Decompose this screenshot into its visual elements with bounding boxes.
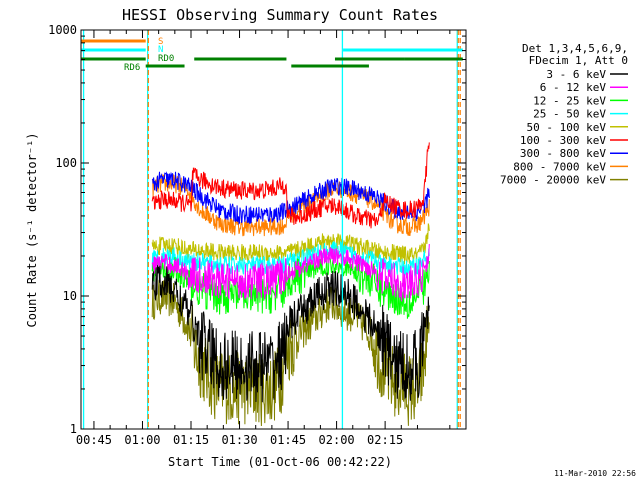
y-axis-label: Count Rate (s⁻¹ detector⁻¹) xyxy=(25,132,39,327)
legend-label: 7000 - 20000 keV xyxy=(500,174,606,187)
legend-header-line-1: Det 1,3,4,5,6,9, xyxy=(522,42,628,55)
series-line-100-300kev xyxy=(151,142,430,229)
x-tick-label: 01:45 xyxy=(270,433,306,447)
series-line-3-6kev xyxy=(151,265,430,403)
axes: 00:45 01:00 01:15 01:30 01:45 02:00 02:15 1 10 10… xyxy=(48,23,466,447)
y-tick-label: 1 xyxy=(70,422,77,436)
legend-label: 300 - 800 keV xyxy=(520,147,606,160)
series-line-50-100kev xyxy=(151,223,430,265)
legend-label: 100 - 300 keV xyxy=(520,134,606,147)
legend-label: 12 - 25 keV xyxy=(533,94,606,107)
x-tick-label: 01:30 xyxy=(221,433,257,447)
flag-label-s: S xyxy=(158,37,163,47)
legend-label: 800 - 7000 keV xyxy=(513,160,606,173)
y-tick-label: 100 xyxy=(55,156,77,170)
series-line-6-12kev xyxy=(151,243,430,302)
x-axis-label: Start Time (01-Oct-06 00:42:22) xyxy=(168,455,392,469)
series-line-12-25kev xyxy=(151,255,430,319)
y-tick-label: 10 xyxy=(63,289,77,303)
flag-label-rd6: RD6 xyxy=(124,63,140,73)
y-tick-label: 1000 xyxy=(48,23,77,37)
flag-label-rd0: RD0 xyxy=(158,54,174,64)
x-tick-label: 01:00 xyxy=(124,433,160,447)
legend-header-line-2: FDecim 1, Att 0 xyxy=(529,54,628,67)
x-tick-label: 00:45 xyxy=(76,433,112,447)
x-tick-label: 02:15 xyxy=(367,433,403,447)
chart-title: HESSI Observing Summary Count Rates xyxy=(122,6,438,24)
legend-label: 50 - 100 keV xyxy=(527,121,607,134)
plot-frame xyxy=(80,29,467,430)
legend-label: 6 - 12 keV xyxy=(540,81,607,94)
legend-label: 3 - 6 keV xyxy=(546,68,606,81)
flag-label-n: N xyxy=(158,45,163,55)
x-tick-label: 01:15 xyxy=(173,433,209,447)
footer-timestamp: 11-Mar-2010 22:56 xyxy=(554,469,636,478)
x-tick-label: 02:00 xyxy=(319,433,355,447)
series-line-300-800kev xyxy=(151,171,430,226)
legend-label: 25 - 50 keV xyxy=(533,108,606,121)
